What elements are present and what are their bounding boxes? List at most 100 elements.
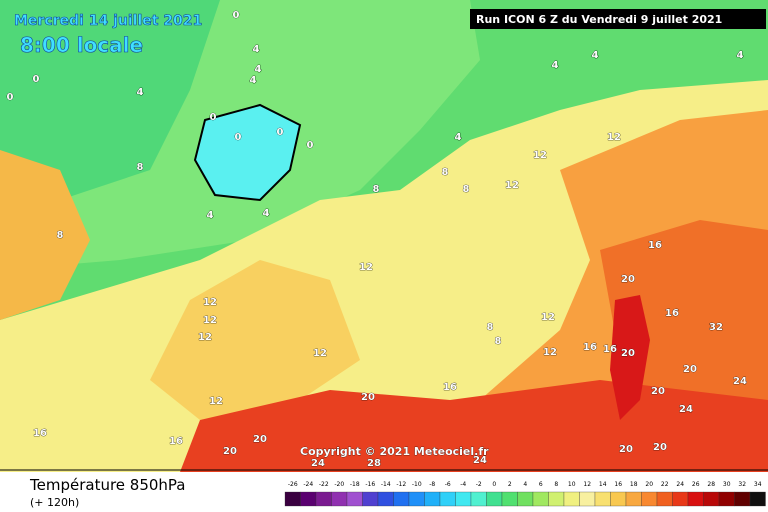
- legend-swatch: [532, 491, 549, 507]
- legend-swatch: [315, 491, 332, 507]
- legend-swatch: [501, 491, 518, 507]
- legend-label: -8: [429, 481, 435, 488]
- legend-swatch: [610, 491, 627, 507]
- legend-swatch: [408, 491, 425, 507]
- contour-label: 16: [648, 240, 662, 251]
- legend-swatch: [331, 491, 348, 507]
- legend-label: 0: [492, 481, 496, 488]
- contour-label: 0: [307, 140, 314, 151]
- copyright: Copyright © 2021 Meteociel.fr: [300, 445, 489, 458]
- contour-label: 16: [603, 344, 617, 355]
- contour-label: 4: [455, 132, 462, 143]
- contour-label: 8: [373, 184, 380, 195]
- legend-label: 26: [692, 481, 700, 488]
- legend-label: 8: [554, 481, 558, 488]
- legend-label: -4: [460, 481, 466, 488]
- legend-label: 30: [723, 481, 731, 488]
- contour-label: 12: [541, 312, 555, 323]
- contour-label: 4: [255, 64, 262, 75]
- legend-swatch: [362, 491, 379, 507]
- legend-swatch: [641, 491, 658, 507]
- legend-swatch: [625, 491, 642, 507]
- contour-label: 12: [505, 180, 519, 191]
- legend-swatch: [734, 491, 751, 507]
- legend-label: 16: [614, 481, 622, 488]
- contour-label: 8: [57, 230, 64, 241]
- contour-label: 20: [651, 386, 665, 397]
- contour-label: 4: [207, 210, 214, 221]
- legend-label: 10: [568, 481, 576, 488]
- contour-label: 0: [210, 112, 217, 123]
- contour-label: 0: [7, 92, 14, 103]
- contour-label: 8: [442, 167, 449, 178]
- legend-label: -2: [476, 481, 482, 488]
- legend-swatch: [377, 491, 394, 507]
- contour-label: 12: [313, 348, 327, 359]
- warm-west: [0, 150, 90, 320]
- contour-label: 24: [733, 376, 747, 387]
- contour-label: 4: [250, 75, 257, 86]
- legend-label: 22: [661, 481, 669, 488]
- legend-swatch: [439, 491, 456, 507]
- legend-label: -14: [381, 481, 391, 488]
- legend-swatch: [517, 491, 534, 507]
- run-info: Run ICON 6 Z du Vendredi 9 juillet 2021: [476, 13, 722, 26]
- contour-label: 8: [487, 322, 494, 333]
- legend-label: 24: [676, 481, 684, 488]
- contour-label: 20: [621, 274, 635, 285]
- contour-label: 16: [169, 436, 183, 447]
- contour-label: 16: [665, 308, 679, 319]
- time: 8:00 locale: [20, 33, 143, 57]
- legend-label: 6: [539, 481, 543, 488]
- contour-label: 16: [443, 382, 457, 393]
- contour-label: 8: [463, 184, 470, 195]
- legend-swatch: [486, 491, 503, 507]
- contour-label: 12: [203, 297, 217, 308]
- contour-label: 16: [583, 342, 597, 353]
- contour-label: 4: [253, 44, 260, 55]
- hot-balkans: [610, 295, 650, 420]
- cold-pool: [193, 103, 302, 202]
- contour-label: 0: [277, 127, 284, 138]
- legend-swatch: [579, 491, 596, 507]
- legend-label: 12: [583, 481, 591, 488]
- contour-label: 20: [619, 444, 633, 455]
- warm-atlantic: [150, 260, 360, 420]
- legend-swatch: [563, 491, 580, 507]
- legend-swatch: [749, 491, 766, 507]
- legend-swatch: [393, 491, 410, 507]
- legend-label: 32: [738, 481, 746, 488]
- contour-label: 12: [543, 347, 557, 358]
- contour-label: 28: [367, 458, 381, 469]
- legend-swatch: [548, 491, 565, 507]
- legend-swatch: [594, 491, 611, 507]
- legend-swatch: [687, 491, 704, 507]
- contour-label: 4: [592, 50, 599, 61]
- contour-label: 4: [737, 50, 744, 61]
- contour-label: 4: [552, 60, 559, 71]
- contour-label: 24: [311, 458, 325, 469]
- footer-lead: (+ 120h): [30, 496, 79, 509]
- legend-label: -22: [319, 481, 329, 488]
- contour-label: 12: [533, 150, 547, 161]
- legend-label: -24: [303, 481, 313, 488]
- legend-swatch: [346, 491, 363, 507]
- contour-label: 20: [223, 446, 237, 457]
- contour-label: 4: [263, 208, 270, 219]
- contour-label: 8: [137, 162, 144, 173]
- legend-label: -6: [445, 481, 451, 488]
- contour-label: 0: [233, 10, 240, 21]
- legend-label: 18: [630, 481, 638, 488]
- contour-label: 20: [621, 348, 635, 359]
- contour-label: 12: [359, 262, 373, 273]
- legend-label: 34: [754, 481, 762, 488]
- legend-swatch: [470, 491, 487, 507]
- legend-label: -10: [412, 481, 422, 488]
- contour-label: 8: [495, 336, 502, 347]
- contour-label: 20: [653, 442, 667, 453]
- legend-swatch: [455, 491, 472, 507]
- legend-swatch: [703, 491, 720, 507]
- date: Mercredi 14 juillet 2021: [14, 13, 202, 29]
- legend-label: -12: [396, 481, 406, 488]
- contour-label: 12: [209, 396, 223, 407]
